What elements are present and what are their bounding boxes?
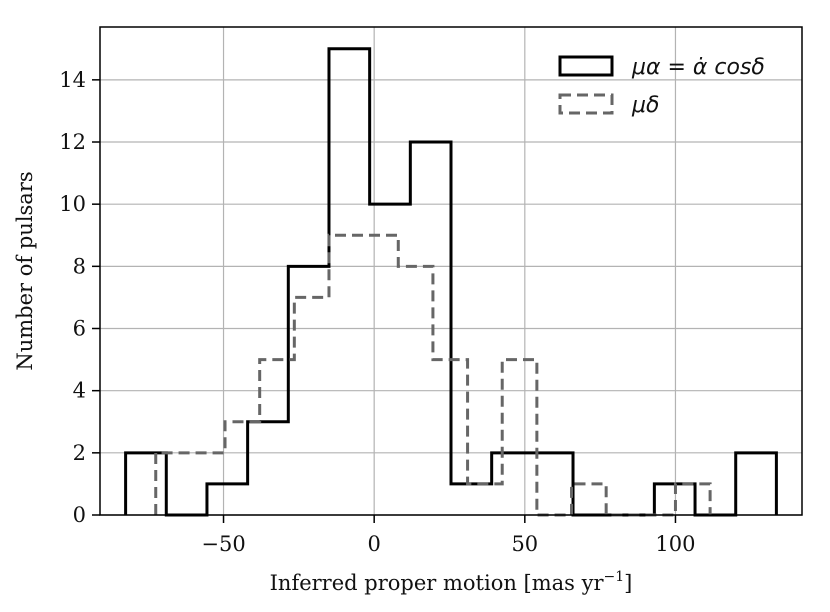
y-tick-label: 0 (73, 503, 86, 527)
axis-ticks: −50 0 50 100 0 2 4 6 8 10 12 14 (59, 68, 695, 556)
legend-swatch-mu-delta (558, 93, 614, 115)
x-tick-label: 50 (511, 532, 538, 556)
y-tick-label: 4 (73, 379, 86, 403)
y-axis-label: Number of pulsars (13, 171, 37, 370)
x-axis-label-main: Inferred proper motion [mas yr (270, 571, 605, 595)
plot-frame (99, 26, 803, 516)
y-tick-label: 10 (59, 192, 86, 216)
legend: μα = α̇ cosδ μδ (558, 55, 765, 118)
x-tick-label: −50 (201, 532, 245, 556)
y-tick-label: 8 (73, 254, 86, 278)
x-axis-label: Inferred proper motion [mas yr−1] (270, 569, 633, 595)
legend-label-mu-alpha: μα = α̇ cosδ (631, 55, 765, 80)
x-tick-label: 0 (367, 532, 380, 556)
y-tick-label: 14 (59, 68, 86, 92)
histogram-series (124, 47, 778, 517)
y-tick-label: 6 (73, 317, 86, 341)
legend-label-mu-delta: μδ (631, 93, 659, 118)
x-axis-label-superscript: −1 (604, 569, 625, 585)
y-tick-label: 12 (59, 130, 86, 154)
series-mu-delta-step (154, 233, 712, 517)
legend-swatch-mu-alpha (558, 55, 614, 77)
y-tick-label: 2 (73, 441, 86, 465)
x-tick-label: 100 (655, 532, 695, 556)
x-axis-label-end: ] (624, 571, 632, 595)
